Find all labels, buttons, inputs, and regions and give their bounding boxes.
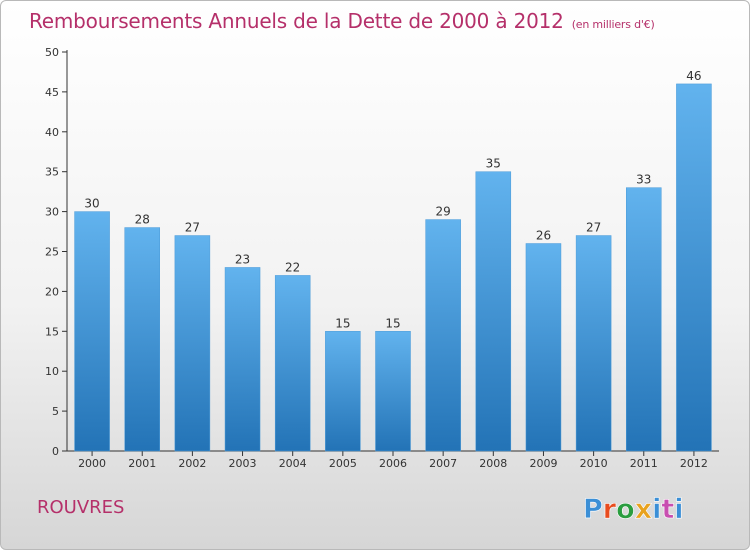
x-tick-label-2005: 2005: [329, 457, 357, 470]
x-tick-label-2011: 2011: [630, 457, 658, 470]
x-tick-label-2004: 2004: [279, 457, 307, 470]
x-tick-label-2009: 2009: [529, 457, 557, 470]
logo-text: Proxiti: [583, 494, 684, 525]
bar-2000: [74, 211, 110, 452]
bar-2012: [676, 83, 712, 452]
y-tick-label: 5: [52, 405, 59, 418]
x-tick-label-2006: 2006: [379, 457, 407, 470]
x-tick-label-2000: 2000: [78, 457, 106, 470]
bar-2003: [224, 267, 261, 452]
chart-data-labels: 30 28 27 23 22 15 15 29 35 26 27 33 46: [84, 69, 701, 330]
y-tick-label: 25: [45, 246, 59, 259]
chart-x-tick-labels: 2000 2001 2002 2003 2004 2005 2006 2007 2008 2009…: [78, 457, 708, 470]
chart-subtitle: (en milliers d'€): [571, 18, 655, 31]
data-label-2005: 15: [335, 316, 350, 330]
y-tick-label: 20: [45, 285, 59, 298]
x-tick-label-2008: 2008: [479, 457, 507, 470]
chart-y-tick-labels: 0 5 10 15 20 25 30 35 40 45 50: [45, 46, 59, 458]
commune-name: ROUVRES: [37, 497, 125, 518]
bar-2001: [124, 227, 160, 452]
data-label-2012: 46: [686, 69, 701, 83]
y-tick-label: 15: [45, 325, 59, 338]
chart-bars: [74, 83, 712, 452]
data-label-2007: 29: [436, 205, 451, 219]
bar-2008: [475, 171, 512, 452]
bar-2004: [274, 275, 311, 452]
proxiti-logo: Proxiti: [583, 494, 684, 526]
y-tick-label: 35: [45, 166, 59, 179]
y-tick-label: 50: [45, 46, 59, 59]
x-tick-label-2010: 2010: [580, 457, 608, 470]
bar-2011: [626, 187, 662, 452]
data-label-2000: 30: [84, 197, 99, 211]
chart-title: Remboursements Annuels de la Dette de 20…: [29, 9, 655, 33]
y-tick-label: 30: [45, 206, 59, 219]
y-tick-label: 10: [45, 365, 59, 378]
x-tick-label-2007: 2007: [429, 457, 457, 470]
x-tick-label-2012: 2012: [680, 457, 708, 470]
bar-2005: [325, 331, 361, 452]
data-label-2010: 27: [586, 221, 601, 235]
bar-2002: [174, 235, 211, 452]
data-label-2008: 35: [486, 157, 501, 171]
y-tick-label: 40: [45, 126, 59, 139]
bar-2010: [575, 235, 612, 452]
y-tick-label: 45: [45, 86, 59, 99]
data-label-2006: 15: [385, 316, 400, 330]
data-label-2001: 28: [135, 213, 150, 227]
data-label-2011: 33: [636, 173, 651, 187]
x-tick-label-2003: 2003: [229, 457, 257, 470]
x-tick-label-2002: 2002: [178, 457, 206, 470]
data-label-2003: 23: [235, 252, 250, 266]
chart-title-text: Remboursements Annuels de la Dette de 20…: [29, 9, 564, 33]
data-label-2004: 22: [285, 260, 300, 274]
data-label-2002: 27: [185, 221, 200, 235]
data-label-2009: 26: [536, 229, 551, 243]
bar-2007: [425, 219, 461, 452]
y-tick-label: 0: [52, 445, 59, 458]
x-tick-label-2001: 2001: [128, 457, 156, 470]
bar-2006: [375, 331, 411, 452]
bar-2009: [525, 243, 562, 452]
